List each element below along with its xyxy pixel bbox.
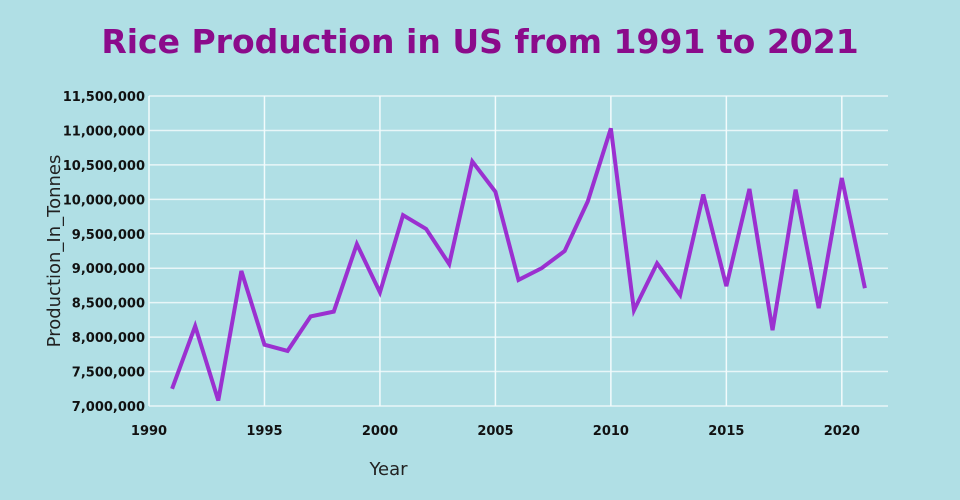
y-tick-label: 8,500,000 [72,297,145,312]
x-tick-label: 2020 [824,424,860,439]
x-tick-label: 2000 [362,424,398,439]
y-tick-label: 10,000,000 [63,193,145,208]
x-tick-label: 1990 [131,424,167,439]
x-tick-label: 1995 [246,424,282,439]
y-tick-label: 9,000,000 [72,262,145,277]
y-tick-label: 11,000,000 [63,124,145,139]
x-axis-label: Year [368,459,408,480]
y-tick-label: 11,500,000 [63,90,145,105]
y-tick-label: 10,500,000 [63,159,145,174]
data-line [170,127,867,402]
x-tick-label: 2005 [477,424,513,439]
y-tick-label: 9,500,000 [72,228,145,243]
y-tick-label: 8,000,000 [72,331,145,346]
y-axis-label: Production_In_Tonnes [44,155,65,348]
x-tick-label: 2010 [593,424,629,439]
x-tick-label: 2015 [708,424,744,439]
chart-title: Rice Production in US from 1991 to 2021 [101,22,859,61]
y-tick-label: 7,000,000 [72,400,145,415]
y-tick-label: 7,500,000 [72,366,145,381]
